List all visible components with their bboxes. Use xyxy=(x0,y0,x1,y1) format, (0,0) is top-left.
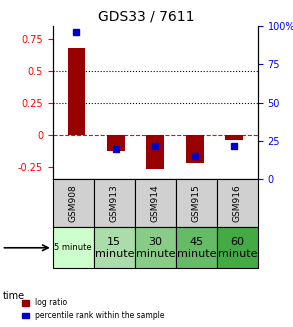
FancyBboxPatch shape xyxy=(176,180,217,227)
Text: GSM908: GSM908 xyxy=(69,184,78,222)
FancyBboxPatch shape xyxy=(53,180,94,227)
FancyBboxPatch shape xyxy=(217,180,258,227)
Bar xyxy=(67,48,85,135)
FancyBboxPatch shape xyxy=(217,227,258,268)
Legend: log ratio, percentile rank within the sample: log ratio, percentile rank within the sa… xyxy=(18,295,168,323)
Bar xyxy=(146,135,164,169)
Text: GSM914: GSM914 xyxy=(151,185,160,222)
Text: 60
minute: 60 minute xyxy=(218,237,257,259)
FancyBboxPatch shape xyxy=(94,180,135,227)
Text: GSM916: GSM916 xyxy=(233,184,242,222)
Bar xyxy=(186,135,204,163)
FancyBboxPatch shape xyxy=(94,227,135,268)
Text: time: time xyxy=(3,291,25,301)
Text: 15
minute: 15 minute xyxy=(95,237,134,259)
Text: GSM913: GSM913 xyxy=(110,184,119,222)
FancyBboxPatch shape xyxy=(135,180,176,227)
Text: GSM915: GSM915 xyxy=(192,184,201,222)
Bar xyxy=(107,135,125,151)
FancyBboxPatch shape xyxy=(53,227,94,268)
Text: 30
minute: 30 minute xyxy=(136,237,175,259)
Text: 5 minute: 5 minute xyxy=(54,243,92,252)
Bar xyxy=(225,135,243,140)
Text: 45
minute: 45 minute xyxy=(177,237,216,259)
FancyBboxPatch shape xyxy=(135,227,176,268)
Text: GDS33 / 7611: GDS33 / 7611 xyxy=(98,10,195,24)
FancyBboxPatch shape xyxy=(176,227,217,268)
